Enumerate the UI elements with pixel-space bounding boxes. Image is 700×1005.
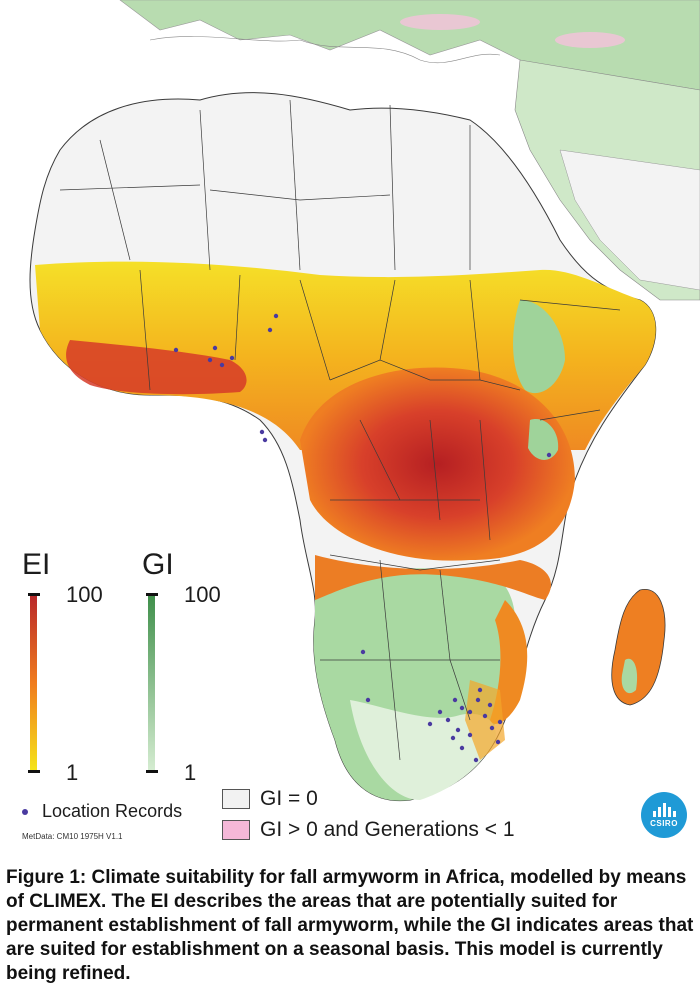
ei-max-label: 100 (66, 582, 103, 607)
gi-min-label: 1 (184, 760, 197, 785)
location-records-legend: Location Records (22, 801, 182, 822)
location-records-dots (173, 313, 552, 763)
gi-legend-title: GI (142, 548, 174, 581)
figure-caption: Figure 1: Climate suitability for fall a… (6, 867, 694, 984)
ei-min-label: 1 (66, 760, 79, 785)
gi-zero-legend: GI = 0 (222, 787, 318, 811)
madagascar (611, 589, 666, 706)
map-figure: EI 100 1 GI 100 1 Location Records MetDa… (22, 0, 700, 842)
csiro-logo: CSIRO (641, 792, 687, 838)
africa-climate-map (29, 0, 700, 802)
csiro-logo-text: CSIRO (650, 818, 678, 828)
africa-landmass (29, 92, 657, 802)
gi-zero-label: GI = 0 (260, 787, 318, 810)
gi-zero-swatch (222, 789, 250, 809)
ei-min-tick (28, 770, 40, 773)
gi-generations-legend: GI > 0 and Generations < 1 (222, 818, 515, 842)
europe-region (119, 0, 700, 96)
middle-east-region (514, 59, 700, 301)
gi-max-label: 100 (184, 582, 221, 607)
ei-color-ramp (30, 594, 37, 772)
gi-min-tick (146, 770, 158, 773)
gi-max-tick (146, 593, 158, 596)
ei-legend-title: EI (22, 548, 51, 581)
country-borders (59, 99, 621, 761)
ei-max-tick (28, 593, 40, 596)
location-record-dot-icon (22, 808, 28, 815)
gi-generations-label: GI > 0 and Generations < 1 (260, 818, 515, 841)
gi-color-ramp (148, 594, 155, 772)
location-records-label: Location Records (42, 801, 183, 821)
gi-generations-swatch (222, 820, 250, 840)
csiro-bars-icon (652, 802, 676, 817)
metdata-label: MetData: CM10 1975H V1.1 (22, 832, 123, 841)
